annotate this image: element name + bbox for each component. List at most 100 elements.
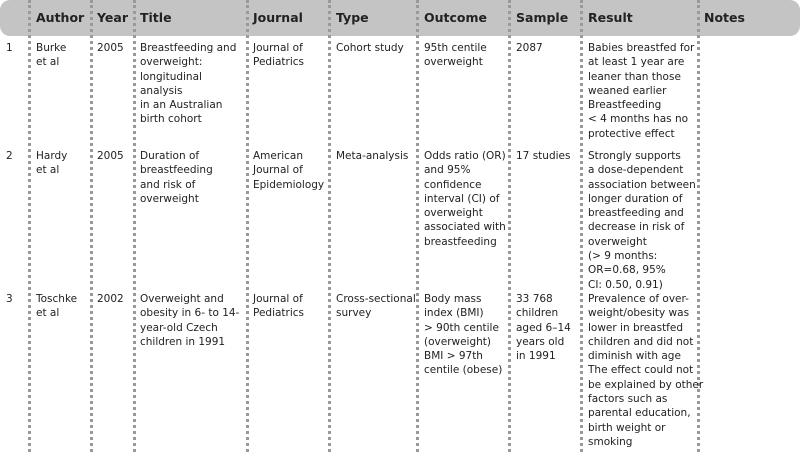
- table-cell: 95th centile overweight: [424, 41, 487, 70]
- table-cell: Babies breastfed for at least 1 year are l…: [588, 41, 694, 141]
- cell-line: Breastfeeding and: [140, 42, 237, 54]
- cell-line: breastfeeding: [140, 164, 213, 177]
- cell-line: Hardy: [36, 150, 68, 162]
- cell-line: aged 6–14: [516, 321, 571, 334]
- column-separator: [28, 0, 31, 452]
- cell-line: overweight: [424, 207, 483, 220]
- cell-line: children and did not: [588, 335, 694, 348]
- cell-line: Burke: [36, 42, 67, 54]
- cell-line: factors such as: [588, 393, 668, 406]
- cell-line: breastfeeding and: [588, 207, 684, 220]
- cell-line: children in 1991: [140, 335, 226, 348]
- cell-line: lower in breastfed: [588, 321, 684, 334]
- table-cell: 2002: [97, 292, 124, 306]
- cell-line: Odds ratio (OR): [424, 150, 506, 162]
- cell-line: 3: [6, 293, 13, 305]
- cell-line: Cohort study: [336, 42, 404, 54]
- cell-line: 2005: [97, 150, 124, 162]
- column-header: Journal: [253, 10, 303, 25]
- column-separator: [328, 0, 331, 452]
- cell-line: longitudinal: [140, 70, 202, 83]
- table-cell: Meta-analysis: [336, 149, 408, 163]
- column-header: Author: [36, 10, 85, 25]
- table-cell: Journal of Pediatrics: [253, 292, 304, 321]
- column-header: Title: [140, 10, 172, 25]
- cell-line: protective effect: [588, 127, 675, 140]
- cell-line: Journal of: [253, 164, 303, 177]
- cell-line: at least 1 year are: [588, 56, 685, 69]
- cell-line: weight/obesity was: [588, 307, 690, 320]
- column-separator: [246, 0, 249, 452]
- cell-line: confidence: [424, 178, 482, 191]
- cell-line: Journal of: [253, 293, 303, 305]
- cell-line: 95th centile: [424, 42, 487, 54]
- cell-line: Pediatrics: [253, 307, 305, 320]
- column-separator: [133, 0, 136, 452]
- column-header: Year: [97, 10, 128, 25]
- cell-line: American: [253, 150, 303, 162]
- cell-line: and 95%: [424, 164, 471, 177]
- cell-line: Overweight and: [140, 293, 224, 305]
- cell-line: BMI > 97th: [424, 350, 483, 363]
- cell-line: and risk of: [140, 178, 196, 191]
- cell-line: breastfeeding: [424, 235, 497, 248]
- cell-line: leaner than those: [588, 70, 681, 83]
- cell-line: birth weight or: [588, 421, 666, 434]
- cell-line: Pediatrics: [253, 56, 305, 69]
- table-cell: 1: [6, 41, 13, 55]
- cell-line: 2087: [516, 42, 543, 54]
- cell-line: 33 768: [516, 293, 553, 305]
- cell-line: Epidemiology: [253, 178, 325, 191]
- cell-line: Toschke: [36, 293, 78, 305]
- cell-line: year-old Czech: [140, 321, 218, 334]
- column-separator: [580, 0, 583, 452]
- column-header: Type: [336, 10, 369, 25]
- cell-line: (overweight): [424, 335, 492, 348]
- table-cell: Duration of breastfeeding and risk of overw…: [140, 149, 213, 206]
- cell-line: centile (obese): [424, 364, 503, 377]
- cell-line: decrease in risk of: [588, 221, 685, 234]
- cell-line: > 90th centile: [424, 321, 499, 334]
- column-header: Outcome: [424, 10, 488, 25]
- table-cell: Body mass index (BMI) > 90th centile (overw…: [424, 292, 502, 378]
- table-cell: 33 768 children aged 6–14 years old in 1991: [516, 292, 571, 363]
- cell-line: Body mass: [424, 293, 482, 305]
- cell-line: (> 9 months:: [588, 250, 658, 263]
- column-separator: [416, 0, 419, 452]
- cell-line: overweight:: [140, 56, 203, 69]
- cell-line: weaned earlier: [588, 84, 667, 97]
- cell-line: overweight: [424, 56, 483, 69]
- cell-line: interval (CI) of: [424, 192, 500, 205]
- cell-line: birth cohort: [140, 113, 202, 126]
- cell-line: overweight: [140, 192, 199, 205]
- column-header: Result: [588, 10, 633, 25]
- cell-line: 2: [6, 150, 13, 162]
- cell-line: Strongly supports: [588, 150, 681, 162]
- cell-line: smoking: [588, 435, 633, 448]
- cell-line: The effect could not: [588, 364, 694, 377]
- cell-line: Babies breastfed for: [588, 42, 695, 54]
- table-cell: Cross-sectional survey: [336, 292, 416, 321]
- cell-line: OR=0.68, 95%: [588, 264, 666, 277]
- cell-line: Journal of: [253, 42, 303, 54]
- column-header: Sample: [516, 10, 569, 25]
- cell-line: Meta-analysis: [336, 150, 409, 162]
- column-separator: [90, 0, 93, 452]
- table-cell: Burke et al: [36, 41, 66, 70]
- table-cell: Toschke et al: [36, 292, 77, 321]
- cell-line: analysis: [140, 84, 183, 97]
- table-cell: Breastfeeding and overweight: longitudinal…: [140, 41, 236, 127]
- cell-line: et al: [36, 56, 60, 69]
- cell-line: parental education,: [588, 407, 691, 420]
- table-cell: 2005: [97, 41, 124, 55]
- table-cell: American Journal of Epidemiology: [253, 149, 324, 192]
- cell-line: Cross-sectional: [336, 293, 416, 305]
- table-cell: 3: [6, 292, 13, 306]
- cell-line: overweight: [588, 235, 647, 248]
- column-separator: [508, 0, 511, 452]
- cell-line: associated with: [424, 221, 506, 234]
- cell-line: et al: [36, 164, 60, 177]
- table-cell: 2087: [516, 41, 543, 55]
- table-cell: Odds ratio (OR) and 95% confidence interval…: [424, 149, 506, 249]
- cell-line: 17 studies: [516, 150, 571, 162]
